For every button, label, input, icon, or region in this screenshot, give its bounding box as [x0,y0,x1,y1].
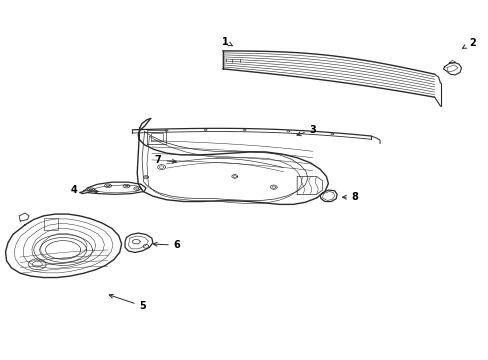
Text: 5: 5 [109,294,146,311]
Text: 4: 4 [71,185,98,195]
Text: 3: 3 [296,125,316,136]
Text: 2: 2 [462,38,474,48]
Text: 6: 6 [153,240,180,250]
Text: 1: 1 [222,37,232,47]
Text: 7: 7 [155,155,176,165]
Text: 8: 8 [342,192,358,202]
